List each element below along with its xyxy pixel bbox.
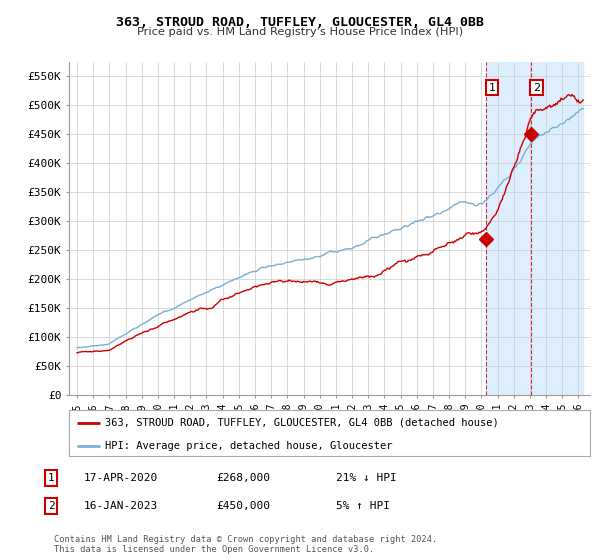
Text: £450,000: £450,000 [216, 501, 270, 511]
Text: £268,000: £268,000 [216, 473, 270, 483]
Text: 363, STROUD ROAD, TUFFLEY, GLOUCESTER, GL4 0BB: 363, STROUD ROAD, TUFFLEY, GLOUCESTER, G… [116, 16, 484, 29]
Text: HPI: Average price, detached house, Gloucester: HPI: Average price, detached house, Glou… [106, 441, 393, 451]
Text: 1: 1 [488, 83, 496, 92]
Text: 17-APR-2020: 17-APR-2020 [84, 473, 158, 483]
Text: 2: 2 [533, 83, 540, 92]
Text: 5% ↑ HPI: 5% ↑ HPI [336, 501, 390, 511]
Text: Price paid vs. HM Land Registry's House Price Index (HPI): Price paid vs. HM Land Registry's House … [137, 27, 463, 37]
Bar [486, 62, 583, 395]
Text: 21% ↓ HPI: 21% ↓ HPI [336, 473, 397, 483]
Text: 16-JAN-2023: 16-JAN-2023 [84, 501, 158, 511]
Text: 1: 1 [47, 473, 55, 483]
Text: 2: 2 [47, 501, 55, 511]
Text: Contains HM Land Registry data © Crown copyright and database right 2024.
This d: Contains HM Land Registry data © Crown c… [54, 535, 437, 554]
Text: 363, STROUD ROAD, TUFFLEY, GLOUCESTER, GL4 0BB (detached house): 363, STROUD ROAD, TUFFLEY, GLOUCESTER, G… [106, 418, 499, 428]
